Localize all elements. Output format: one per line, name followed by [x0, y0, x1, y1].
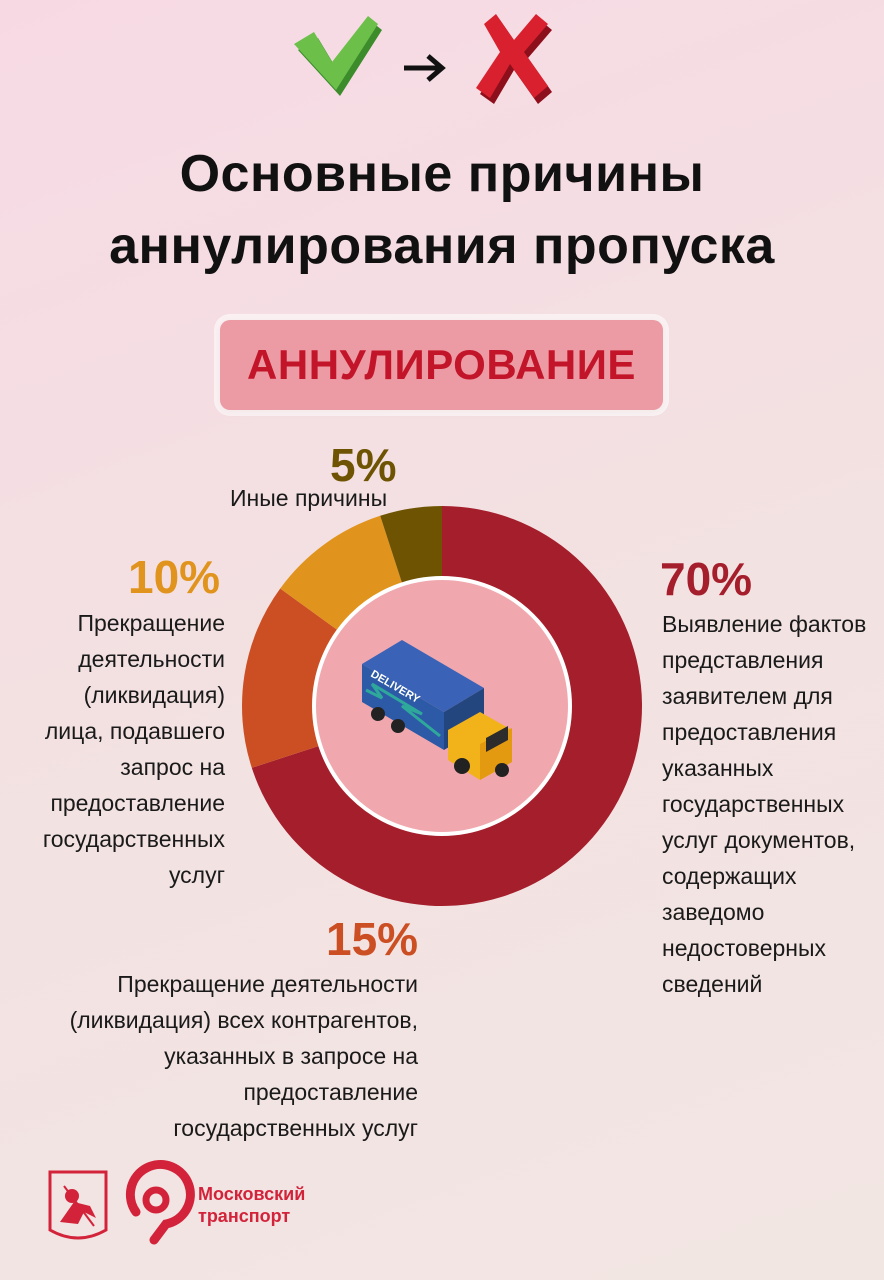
desc-10-line: деятельности: [78, 646, 225, 672]
desc-10-line: предоставление: [50, 790, 225, 816]
pct-label-15: 15%: [326, 913, 419, 965]
desc-15-line: предоставление: [243, 1079, 418, 1105]
badge-label: АННУЛИРОВАНИЕ: [247, 341, 636, 388]
desc-70-line: представления: [662, 647, 824, 673]
brand-line-2: транспорт: [198, 1206, 291, 1226]
status-change-icons: [294, 14, 552, 104]
pct-label-5: 5%: [330, 439, 397, 491]
desc-15-line: указанных в запросе на: [164, 1043, 418, 1069]
desc-10-line: государственных: [42, 826, 225, 852]
desc-70-line: заведомо: [662, 899, 765, 925]
page-title-line-1: Основные причины: [179, 145, 705, 203]
page-title-line-2: аннулирования пропуска: [109, 217, 775, 275]
desc-15-line: государственных услуг: [173, 1115, 418, 1141]
slice-10: [280, 515, 403, 631]
slice-5: [380, 506, 442, 585]
desc-10-line: запрос на: [120, 754, 225, 780]
desc-5-line: Иные причины: [230, 485, 388, 511]
slice-15: [241, 588, 339, 768]
desc-70-line: Выявление фактов: [662, 611, 867, 637]
annulment-badge: АННУЛИРОВАНИЕ: [220, 320, 663, 410]
desc-70-line: заявителем для: [662, 683, 833, 709]
desc-70: Выявление фактов представления заявителе…: [662, 606, 877, 1002]
moscow-transport-logo-icon: [125, 1160, 195, 1245]
brand-line-1: Московский: [198, 1184, 306, 1204]
desc-15-line: (ликвидация) всех контрагентов,: [69, 1007, 418, 1033]
desc-70-line: указанных: [662, 755, 774, 781]
desc-70-line: предоставления: [662, 719, 837, 745]
desc-10-line: лица, подавшего: [44, 718, 225, 744]
desc-15-line: Прекращение деятельности: [117, 971, 418, 997]
desc-5: Иные причины: [230, 480, 410, 516]
check-icon: [294, 16, 382, 96]
delivery-truck-icon: DELIVERY: [362, 640, 512, 780]
pct-label-70: 70%: [660, 553, 753, 605]
desc-10-line: услуг: [168, 862, 225, 888]
desc-70-line: недостоверных: [662, 935, 827, 961]
desc-70-line: содержащих: [662, 863, 797, 889]
brand-text: Московский транспорт: [198, 1183, 305, 1227]
arrow-right-icon: [404, 54, 446, 82]
pct-label-10: 10%: [128, 551, 221, 603]
desc-15: Прекращение деятельности (ликвидация) вс…: [20, 966, 418, 1146]
donut-center: [312, 576, 572, 836]
desc-70-line: государственных: [662, 791, 845, 817]
cross-icon: [476, 14, 552, 104]
footer-logos: [48, 1160, 195, 1245]
desc-10-line: (ликвидация): [83, 682, 225, 708]
desc-70-line: услуг документов,: [662, 827, 856, 853]
desc-10-line: Прекращение: [77, 610, 225, 636]
truck-label: DELIVERY: [369, 668, 423, 706]
moscow-coat-of-arms-icon: [48, 1170, 108, 1240]
desc-10: Прекращение деятельности (ликвидация) ли…: [20, 605, 225, 893]
slice-70: [251, 506, 642, 906]
desc-70-line: сведений: [662, 971, 763, 997]
